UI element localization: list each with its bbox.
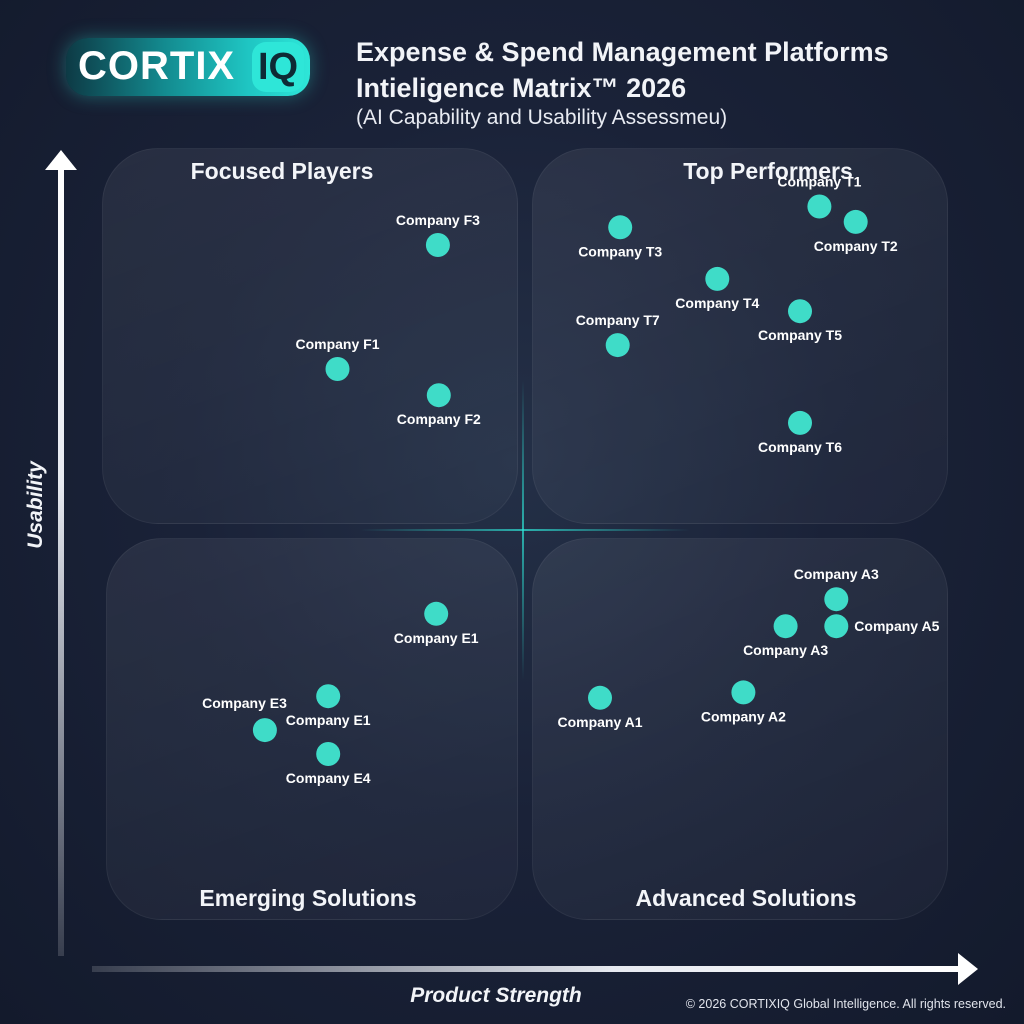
data-point-label: Company F1 <box>295 336 379 352</box>
data-point-label: Company T7 <box>576 312 660 328</box>
data-point <box>807 194 832 219</box>
data-point <box>608 215 633 240</box>
quadrant-bottom-right-panel <box>532 538 948 920</box>
data-point <box>843 209 868 234</box>
data-point <box>325 357 350 381</box>
quadrant-bottom-left-panel <box>106 538 518 920</box>
data-point-label: Company T6 <box>758 439 842 455</box>
data-point <box>316 742 341 766</box>
data-point <box>824 614 849 639</box>
quadrant-top-left-panel <box>102 148 518 524</box>
data-point <box>425 233 450 257</box>
chart-title: Expense & Spend Management Platforms Int… <box>356 34 996 106</box>
data-point-label: Company A2 <box>701 708 786 724</box>
data-point-label: Company A3 <box>743 642 828 658</box>
data-point <box>605 333 630 358</box>
data-point <box>252 718 277 743</box>
data-point-label: Company T3 <box>578 243 662 259</box>
data-point-label: Company A1 <box>557 714 642 730</box>
data-point-label: Company E1 <box>286 712 371 728</box>
data-point-label: Company F2 <box>397 411 481 427</box>
quadrant-top-right-panel <box>532 148 948 524</box>
brand-name: CORTIX <box>78 44 236 88</box>
y-axis-arrow-icon <box>45 150 77 170</box>
chart-subtitle: (AI Capability and Usability Assessmeu) <box>356 106 728 129</box>
data-point <box>788 299 812 324</box>
x-axis-line <box>92 966 960 972</box>
data-point-label: Company A5 <box>854 618 939 634</box>
data-point <box>426 383 451 408</box>
center-divider-horizontal <box>360 529 690 531</box>
quadrant-label-emerging-solutions: Emerging Solutions <box>199 885 417 911</box>
data-point <box>788 410 812 435</box>
x-axis-arrow-icon <box>958 953 978 985</box>
chart-title-line1: Expense & Spend Management Platforms <box>356 37 889 67</box>
quadrant-label-top-performers: Top Performers <box>683 158 853 184</box>
data-point-label: Company T5 <box>758 327 842 343</box>
data-point <box>824 587 849 612</box>
data-point <box>731 680 756 705</box>
data-point-label: Company E4 <box>286 770 371 786</box>
data-point-label: Company A3 <box>794 566 879 582</box>
brand-badge: IQ <box>252 42 304 92</box>
x-axis-label: Product Strength <box>410 984 582 1007</box>
data-point-label: Company T4 <box>675 295 759 311</box>
data-point-label: Company E3 <box>202 695 287 711</box>
chart-title-line2: Intieligence Matrix™ 2026 <box>356 73 687 103</box>
copyright-footer: © 2026 CORTIXIQ Global Intelligence. All… <box>685 997 1006 1011</box>
data-point-label: Company F3 <box>396 212 480 228</box>
data-point <box>705 266 730 291</box>
data-point <box>588 685 612 710</box>
data-point <box>773 614 798 639</box>
data-point <box>316 684 341 709</box>
y-axis-line <box>58 168 64 956</box>
data-point <box>424 601 449 626</box>
quadrant-label-focused-players: Focused Players <box>190 158 374 184</box>
quadrant-label-advanced-solutions: Advanced Solutions <box>635 885 857 911</box>
brand-logo: CORTIX IQ <box>66 38 310 96</box>
data-point-label: Company T2 <box>814 238 898 254</box>
data-point-label: Company T1 <box>777 174 861 190</box>
data-point-label: Company E1 <box>394 630 479 646</box>
